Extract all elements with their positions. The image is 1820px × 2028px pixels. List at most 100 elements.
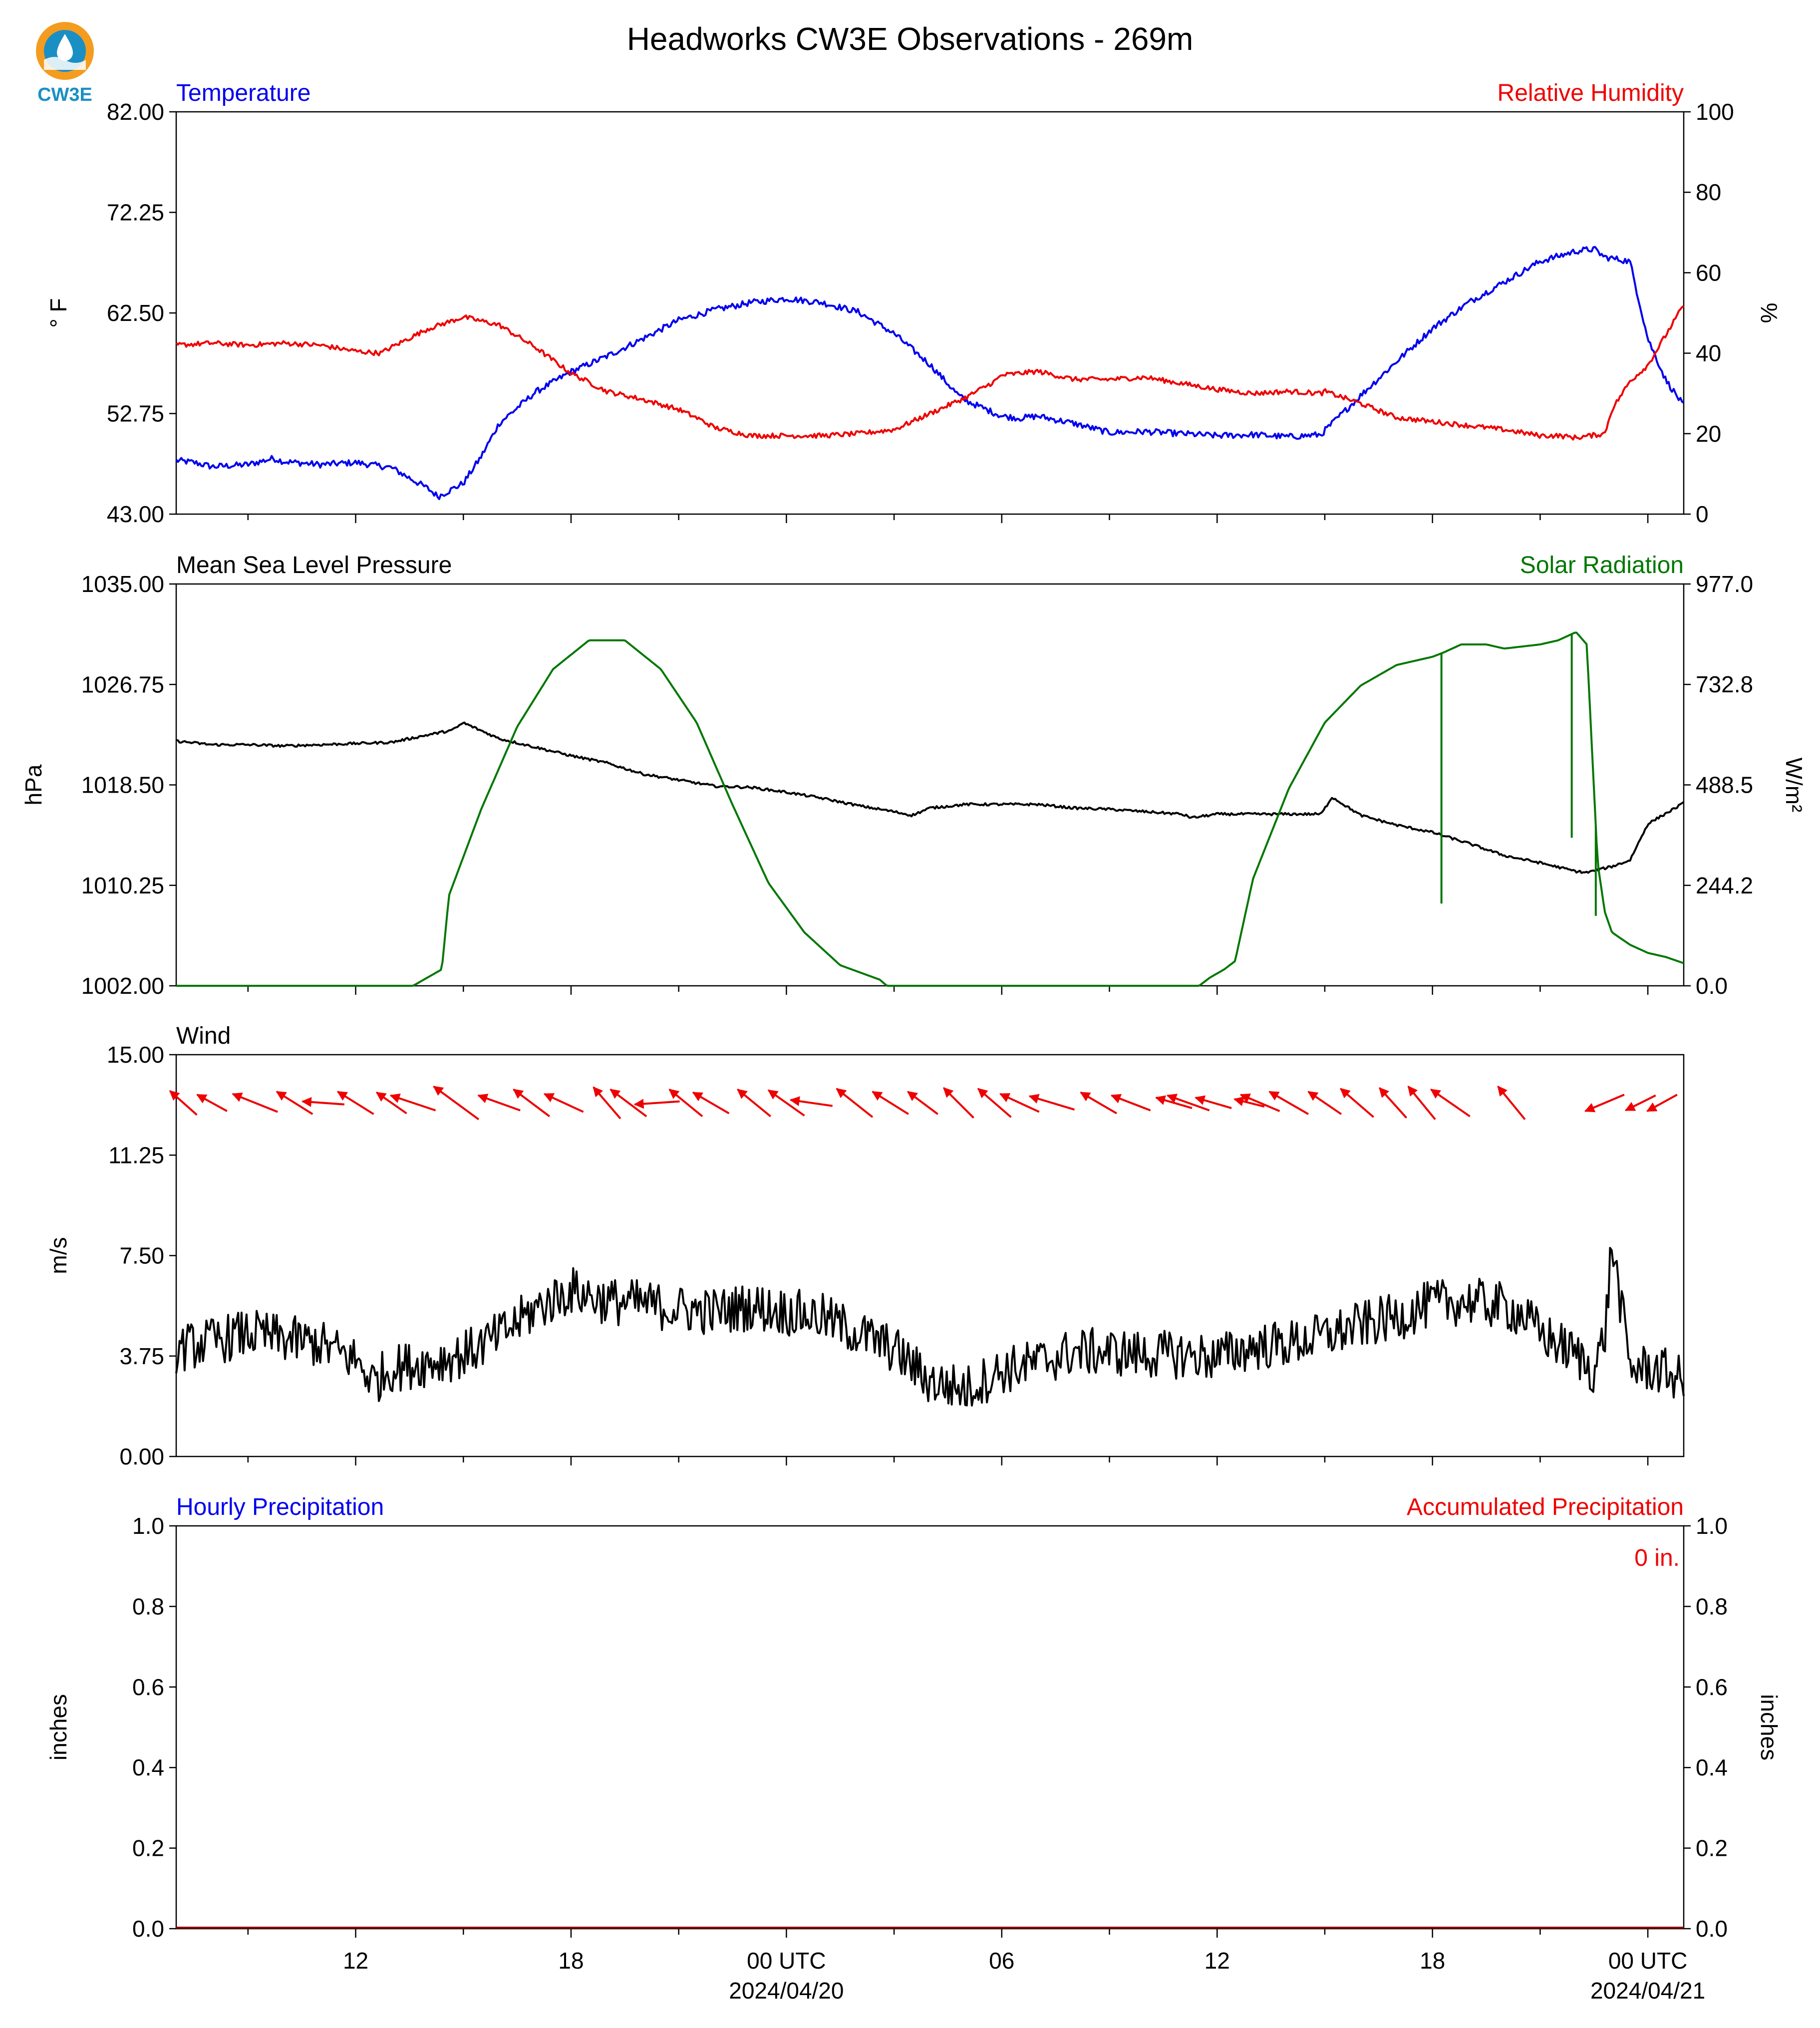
wind-vector-arrow xyxy=(1307,1091,1342,1115)
y-axis-label-left: ° F xyxy=(45,298,71,327)
panel-wind: 0.00 3.75 7.50 11.25 15.00 Wind m/s xyxy=(45,1023,1685,1469)
wind-vector-arrow xyxy=(513,1089,551,1118)
panel-right-title: Relative Humidity xyxy=(1498,80,1684,106)
series-line-0 xyxy=(176,721,1685,874)
logo-wave-icon xyxy=(44,57,86,70)
x-tick-label: 12 xyxy=(1205,1948,1230,1974)
wind-vector-arrow xyxy=(789,1096,833,1107)
series-line-1 xyxy=(175,305,1685,441)
wind-vector-arrow xyxy=(1028,1094,1075,1111)
wind-vector-arrow xyxy=(907,1091,938,1115)
y-tick-label-left: 7.50 xyxy=(119,1243,164,1269)
x-tick-label: 18 xyxy=(558,1948,584,1974)
panel-left-title: Mean Sea Level Pressure xyxy=(176,552,452,579)
logo-text: CW3E xyxy=(37,84,92,105)
wind-vector-arrow xyxy=(668,1089,703,1118)
cw3e-logo: CW3E xyxy=(30,20,100,105)
y-tick-label-left: 1018.50 xyxy=(81,772,164,798)
y-tick-label-left: 72.25 xyxy=(107,200,164,226)
wind-vector-arrow xyxy=(1110,1094,1151,1112)
panel-precipitation: 0.0 0.2 0.4 0.6 0.8 1.0 0.0 0.2 0.4 0.6 0.8 1.0 Hour… xyxy=(45,1494,1782,1942)
series-line-0 xyxy=(175,1247,1685,1407)
y-tick-label-left: 0.2 xyxy=(132,1835,164,1861)
y-tick-label-left: 1002.00 xyxy=(81,973,164,999)
figure-title: Headworks CW3E Observations - 269m xyxy=(627,21,1194,57)
wind-vector-arrow xyxy=(389,1093,436,1112)
y-tick-label-right: 100 xyxy=(1696,99,1734,125)
x-tick-label: 18 xyxy=(1420,1948,1445,1974)
wind-vector-arrow xyxy=(1646,1094,1678,1112)
x-tick-label: 00 UTC xyxy=(747,1948,826,1974)
accumulated-precip-label: 0 in. xyxy=(1634,1545,1680,1571)
y-tick-label-right: 40 xyxy=(1696,340,1721,366)
y-tick-label-right: 0.0 xyxy=(1696,1916,1728,1942)
panel-frame xyxy=(175,1525,1685,1930)
panel-frame xyxy=(175,1054,1685,1457)
x-tick-label: 06 xyxy=(989,1948,1014,1974)
x-tick-label: 00 UTC xyxy=(1608,1948,1687,1974)
wind-vector-arrow xyxy=(1584,1094,1625,1113)
y-tick-label-left: 0.0 xyxy=(132,1916,164,1942)
wind-vector-arrow xyxy=(836,1088,874,1118)
y-tick-label-left: 52.75 xyxy=(107,401,164,427)
y-tick-label-left: 15.00 xyxy=(107,1042,164,1068)
panel-left-title: Wind xyxy=(176,1023,231,1049)
panel-pressure-solar: 1002.00 1010.25 1018.50 1026.75 1035.00 0.0 24… xyxy=(20,552,1807,999)
y-tick-label-right: 0.2 xyxy=(1696,1835,1728,1861)
wind-vector-arrow xyxy=(1624,1094,1656,1112)
x-date-label: 2024/04/21 xyxy=(1590,1978,1705,2004)
wind-vector-arrow xyxy=(593,1086,621,1120)
wind-vector-arrow xyxy=(543,1093,584,1113)
panel-left-title: Temperature xyxy=(176,80,310,106)
y-axis-label-right: % xyxy=(1756,303,1782,323)
y-tick-label-right: 732.8 xyxy=(1696,671,1753,697)
y-tick-label-right: 0.4 xyxy=(1696,1754,1728,1780)
wind-vector-arrow xyxy=(1080,1091,1117,1115)
panel-right-title: Solar Radiation xyxy=(1520,552,1684,579)
wind-vector-arrow xyxy=(1166,1094,1210,1112)
wind-vector-arrow xyxy=(692,1091,730,1115)
logo-drop-icon xyxy=(57,34,73,61)
wind-vector-arrow xyxy=(1195,1095,1232,1110)
wind-vector-arrow xyxy=(1340,1088,1374,1118)
y-tick-label-left: 82.00 xyxy=(107,99,164,125)
wind-vector-arrow xyxy=(633,1099,680,1109)
x-tick-label: 12 xyxy=(343,1948,368,1974)
wind-vector-arrow xyxy=(872,1091,909,1115)
y-tick-label-right: 20 xyxy=(1696,421,1721,447)
wind-vector-arrow xyxy=(943,1087,974,1119)
wind-vector-arrow xyxy=(999,1093,1040,1113)
wind-vector-arrow xyxy=(276,1091,313,1115)
wind-vector-arrow xyxy=(609,1089,647,1118)
y-tick-label-right: 977.0 xyxy=(1696,571,1753,597)
panel-frame xyxy=(175,583,1685,987)
y-tick-label-right: 0.6 xyxy=(1696,1674,1728,1700)
y-axis-label-right: inches xyxy=(1756,1694,1782,1760)
y-tick-label-right: 80 xyxy=(1696,179,1721,205)
x-date-label: 2024/04/20 xyxy=(729,1978,844,2004)
y-axis-label-left: hPa xyxy=(20,764,46,805)
y-tick-label-left: 0.6 xyxy=(132,1674,164,1700)
y-tick-label-right: 1.0 xyxy=(1696,1513,1728,1539)
wind-vector-arrow xyxy=(737,1089,771,1118)
wind-vector-arrow xyxy=(1268,1091,1309,1115)
wind-vector-arrow xyxy=(169,1090,198,1116)
y-tick-label-right: 244.2 xyxy=(1696,872,1753,898)
panels: 43.00 52.75 62.50 72.25 82.00 0 20 40 60 80 100 Tem… xyxy=(20,80,1807,2004)
panel-temperature-humidity: 43.00 52.75 62.50 72.25 82.00 0 20 40 60 80 100 Tem… xyxy=(45,80,1782,527)
wind-vector-arrow xyxy=(1497,1086,1526,1120)
wind-vector-arrow xyxy=(1430,1088,1471,1118)
y-axis-label-right: W/m² xyxy=(1781,758,1807,813)
wind-vector-arrow xyxy=(232,1093,278,1113)
y-tick-label-left: 43.00 xyxy=(107,501,164,527)
y-tick-label-left: 3.75 xyxy=(119,1343,164,1369)
wind-vector-arrow xyxy=(1239,1093,1280,1112)
panel-right-title: Accumulated Precipitation xyxy=(1407,1494,1684,1520)
series-line-1 xyxy=(176,631,1684,987)
wind-vector-arrow xyxy=(301,1097,344,1107)
y-tick-label-left: 1026.75 xyxy=(81,671,164,697)
wind-vector-arrow xyxy=(196,1094,228,1112)
y-tick-label-left: 1035.00 xyxy=(81,571,164,597)
wind-vector-arrow xyxy=(433,1085,480,1121)
